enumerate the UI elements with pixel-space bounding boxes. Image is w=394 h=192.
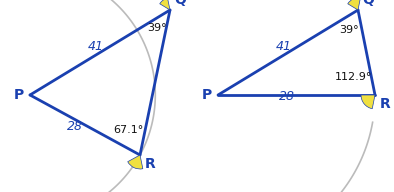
Text: R: R — [145, 157, 156, 171]
Wedge shape — [348, 0, 361, 10]
Text: Q: Q — [362, 0, 374, 7]
Text: 39°: 39° — [339, 25, 359, 35]
Text: 41: 41 — [88, 40, 104, 53]
Text: 112.9°: 112.9° — [335, 72, 372, 82]
Wedge shape — [128, 155, 143, 169]
Text: 67.1°: 67.1° — [113, 125, 143, 135]
Text: 28: 28 — [67, 121, 83, 133]
Wedge shape — [160, 0, 170, 10]
Text: Q: Q — [174, 0, 186, 7]
Text: 39°: 39° — [147, 23, 167, 33]
Text: R: R — [380, 97, 391, 111]
Text: P: P — [202, 88, 212, 102]
Text: P: P — [14, 88, 24, 102]
Wedge shape — [361, 95, 375, 109]
Text: 41: 41 — [276, 40, 292, 53]
Text: 28: 28 — [279, 90, 294, 103]
